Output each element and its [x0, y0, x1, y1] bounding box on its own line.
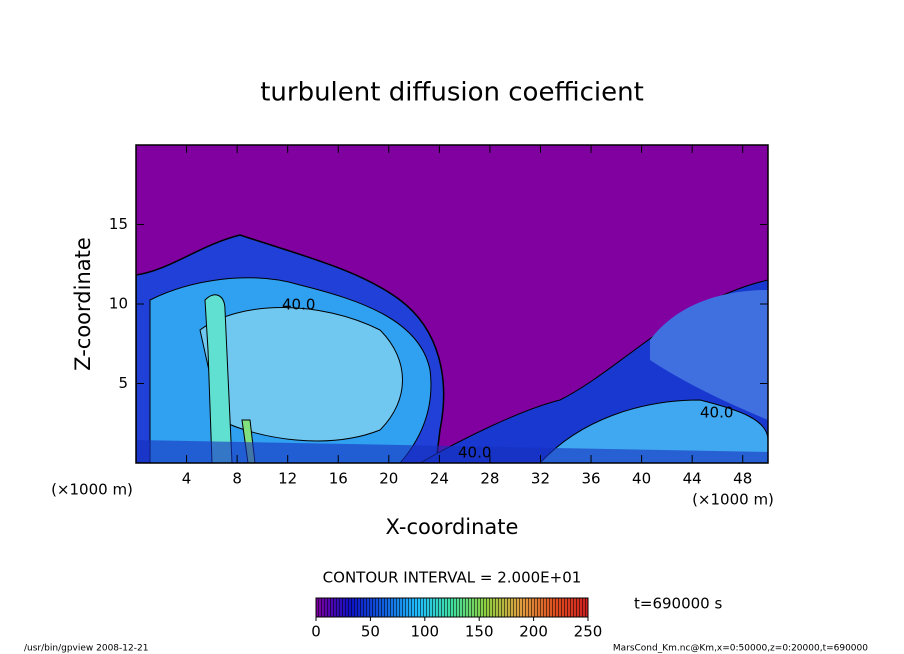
x-tick-label: 4	[182, 470, 192, 488]
x-tick-label: 20	[379, 470, 398, 488]
contour-label: 40.0	[458, 444, 491, 462]
field-region	[650, 290, 768, 420]
footer-right: MarsCond_Km.nc@Km,x=0:50000,z=0:20000,t=…	[613, 644, 868, 654]
field	[136, 145, 768, 463]
x-tick-label: 28	[480, 470, 499, 488]
x-tick-label: 12	[278, 470, 297, 488]
y-tick-label: 5	[118, 374, 128, 392]
chart-title: turbulent diffusion coefficient	[260, 78, 644, 108]
contour-interval: CONTOUR INTERVAL = 2.000E+01	[323, 569, 582, 587]
colorbar-tick-label: 100	[410, 623, 439, 641]
x-tick-label: 24	[430, 470, 449, 488]
colorbar-tick-label: 150	[465, 623, 494, 641]
x-unit-left: (×1000 m)	[51, 481, 133, 499]
y-tick-label: 10	[109, 295, 128, 313]
x-tick-label: 32	[531, 470, 550, 488]
field-region	[199, 307, 403, 442]
colorbar-tick-label: 250	[574, 623, 603, 641]
x-unit: (×1000 m)	[692, 491, 774, 509]
x-tick-label: 48	[733, 470, 752, 488]
contour-label: 40.0	[282, 296, 315, 314]
x-axis-label: X-coordinate	[386, 515, 519, 539]
contour-label: 40.0	[700, 404, 733, 422]
y-tick-label: 15	[109, 215, 128, 233]
footer-left: /usr/bin/gpview 2008-12-21	[24, 644, 148, 654]
x-tick-label: 36	[581, 470, 600, 488]
colorbar-tick-label: 50	[361, 623, 380, 641]
x-tick-label: 44	[683, 470, 702, 488]
colorbar-tick-label: 0	[311, 623, 321, 641]
colorbar-stripes	[316, 598, 588, 617]
x-tick-label: 16	[329, 470, 348, 488]
field-region	[136, 440, 768, 463]
field-region	[204, 294, 233, 463]
time-label: t=690000 s	[634, 595, 722, 613]
x-tick-label: 40	[632, 470, 651, 488]
field-region	[539, 399, 768, 463]
y-axis-label: Z-coordinate	[71, 237, 95, 371]
x-tick-label: 8	[232, 470, 242, 488]
colorbar-tick-label: 200	[519, 623, 548, 641]
